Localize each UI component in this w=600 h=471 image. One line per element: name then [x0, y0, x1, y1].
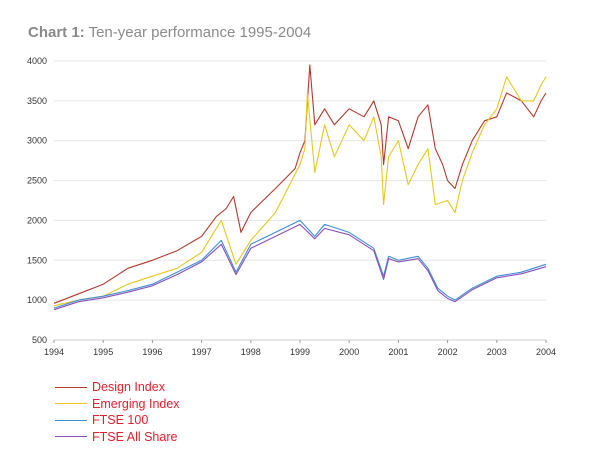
legend-swatch — [55, 436, 87, 438]
y-tick-label: 2500 — [27, 176, 47, 186]
series-line-design-index — [53, 64, 547, 304]
legend-item-ftse-all-share: FTSE All Share — [55, 429, 180, 446]
x-tick-label: 2002 — [438, 347, 458, 357]
legend-swatch — [55, 386, 87, 388]
x-tick-label: 1998 — [241, 347, 261, 357]
x-tick-label: 2001 — [388, 347, 408, 357]
legend-label: FTSE All Share — [92, 429, 178, 444]
x-tick-label: 1995 — [93, 347, 113, 357]
chart-title-text: Ten-year performance 1995-2004 — [88, 24, 312, 41]
legend: Design Index Emerging Index FTSE 100 FTS… — [55, 379, 180, 445]
legend-label: FTSE 100 — [92, 413, 149, 428]
y-tick-label: 500 — [32, 335, 47, 345]
x-tick-label: 2000 — [339, 347, 359, 357]
y-tick-label: 2000 — [27, 215, 47, 225]
legend-item-design-index: Design Index — [55, 379, 180, 396]
x-tick-label: 2004 — [536, 347, 556, 357]
x-tick-label: 1996 — [142, 347, 162, 357]
legend-swatch — [55, 419, 87, 421]
y-tick-label: 3500 — [27, 96, 47, 106]
legend-item-emerging-index: Emerging Index — [55, 396, 180, 413]
series-line-ftse-100 — [53, 219, 547, 309]
legend-item-ftse-100: FTSE 100 — [55, 412, 180, 429]
y-tick-label: 1000 — [27, 295, 47, 305]
chart-title: Chart 1: Ten-year performance 1995-2004 — [28, 24, 311, 41]
x-tick-label: 1997 — [192, 347, 212, 357]
y-tick-label: 1500 — [27, 255, 47, 265]
y-tick-label: 3000 — [27, 136, 47, 146]
x-tick-label: 1999 — [290, 347, 310, 357]
legend-label: Emerging Index — [92, 396, 180, 411]
x-tick-label: 1994 — [44, 347, 64, 357]
legend-label: Design Index — [92, 380, 165, 395]
series-line-ftse-all-share — [53, 223, 547, 311]
x-tick-label: 2003 — [487, 347, 507, 357]
chart-title-prefix: Chart 1: — [28, 24, 85, 41]
legend-swatch — [55, 403, 87, 405]
y-tick-label: 4000 — [27, 56, 47, 66]
series-line-emerging-index — [53, 76, 547, 307]
